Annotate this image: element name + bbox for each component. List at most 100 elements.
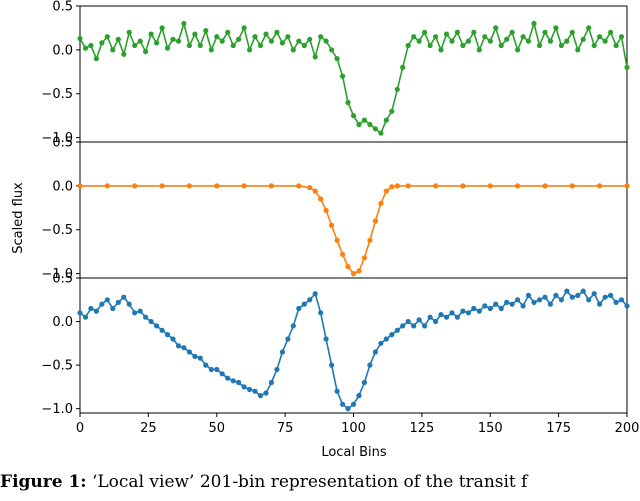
data-point	[170, 336, 176, 342]
data-point	[241, 25, 247, 31]
series-line-middle	[80, 185, 627, 275]
data-point	[547, 38, 554, 44]
data-point	[148, 31, 154, 37]
data-point	[553, 292, 559, 298]
data-point	[454, 29, 460, 35]
data-point	[427, 42, 433, 49]
data-point	[290, 323, 296, 329]
panel-frame	[79, 141, 628, 279]
data-point	[471, 29, 477, 35]
data-point	[104, 34, 110, 40]
x-tick-label: 125	[409, 421, 434, 436]
data-point	[520, 303, 526, 309]
data-point	[361, 379, 367, 386]
data-point	[214, 34, 220, 40]
panel-bottom: 0.5 0.0 −0.5 −1.0	[41, 272, 630, 417]
data-point	[482, 34, 488, 40]
data-point	[493, 25, 499, 31]
data-point	[389, 184, 395, 190]
data-point	[268, 38, 274, 44]
data-point	[88, 305, 94, 312]
data-point	[192, 31, 198, 37]
x-tick-label: 0	[76, 421, 84, 436]
data-point	[115, 36, 121, 42]
data-point	[613, 299, 619, 305]
data-point	[367, 237, 373, 243]
data-point	[504, 299, 510, 305]
data-point	[608, 292, 614, 298]
data-point	[564, 38, 570, 44]
data-point	[372, 126, 378, 132]
x-tick-label: 100	[341, 421, 366, 436]
data-point	[618, 297, 625, 303]
data-point	[104, 183, 110, 189]
data-point	[591, 291, 597, 297]
data-point	[575, 47, 581, 53]
data-point	[597, 183, 603, 189]
data-point	[465, 310, 471, 316]
data-point	[137, 308, 143, 314]
data-point	[219, 371, 225, 377]
data-point	[208, 47, 214, 53]
data-point	[383, 188, 389, 194]
data-point	[383, 336, 389, 342]
data-point	[422, 29, 428, 35]
data-point	[77, 35, 83, 42]
data-point	[334, 56, 340, 62]
data-point	[323, 207, 329, 213]
data-point	[487, 305, 493, 312]
data-point	[378, 340, 384, 346]
data-point	[597, 301, 603, 307]
data-point	[329, 47, 335, 53]
y-tick-label: 0.5	[52, 0, 73, 15]
x-tick-label: 25	[140, 421, 157, 436]
x-tick-label: 175	[546, 421, 571, 436]
y-tick-label: −0.5	[41, 223, 73, 238]
data-point	[186, 349, 192, 355]
data-point	[268, 379, 274, 386]
data-point	[367, 362, 373, 368]
data-point	[307, 297, 313, 303]
data-point	[454, 314, 460, 320]
data-point	[93, 56, 99, 62]
data-point	[252, 34, 258, 40]
data-point	[312, 54, 318, 60]
data-point	[197, 42, 203, 49]
data-point	[394, 327, 400, 333]
data-point	[405, 183, 411, 189]
data-point	[230, 42, 236, 49]
data-point	[301, 42, 307, 49]
data-point	[99, 40, 105, 46]
y-axis-label: Scaled flux	[11, 182, 26, 254]
data-point	[498, 42, 504, 49]
data-point	[247, 47, 253, 53]
data-point	[586, 25, 592, 31]
data-point	[159, 183, 165, 189]
y-tick-label: 0.5	[52, 272, 73, 287]
data-point	[143, 49, 149, 55]
data-point	[515, 297, 521, 303]
data-point	[460, 183, 466, 189]
data-point	[181, 20, 187, 27]
data-point	[443, 31, 450, 37]
data-point	[416, 317, 422, 323]
data-point	[394, 183, 400, 189]
data-point	[443, 314, 450, 320]
data-point	[515, 183, 521, 189]
data-point	[378, 130, 384, 136]
data-point	[290, 47, 296, 53]
data-point	[225, 375, 231, 381]
data-point	[329, 222, 335, 228]
data-point	[340, 401, 346, 407]
data-point	[121, 51, 127, 57]
data-point	[356, 121, 362, 128]
data-point	[624, 64, 630, 70]
data-point	[225, 29, 231, 35]
data-point	[569, 29, 575, 35]
data-point	[345, 406, 351, 412]
data-point	[624, 183, 630, 189]
data-point	[340, 251, 346, 257]
data-point	[104, 297, 110, 303]
data-point	[186, 183, 192, 189]
data-point	[558, 297, 565, 303]
